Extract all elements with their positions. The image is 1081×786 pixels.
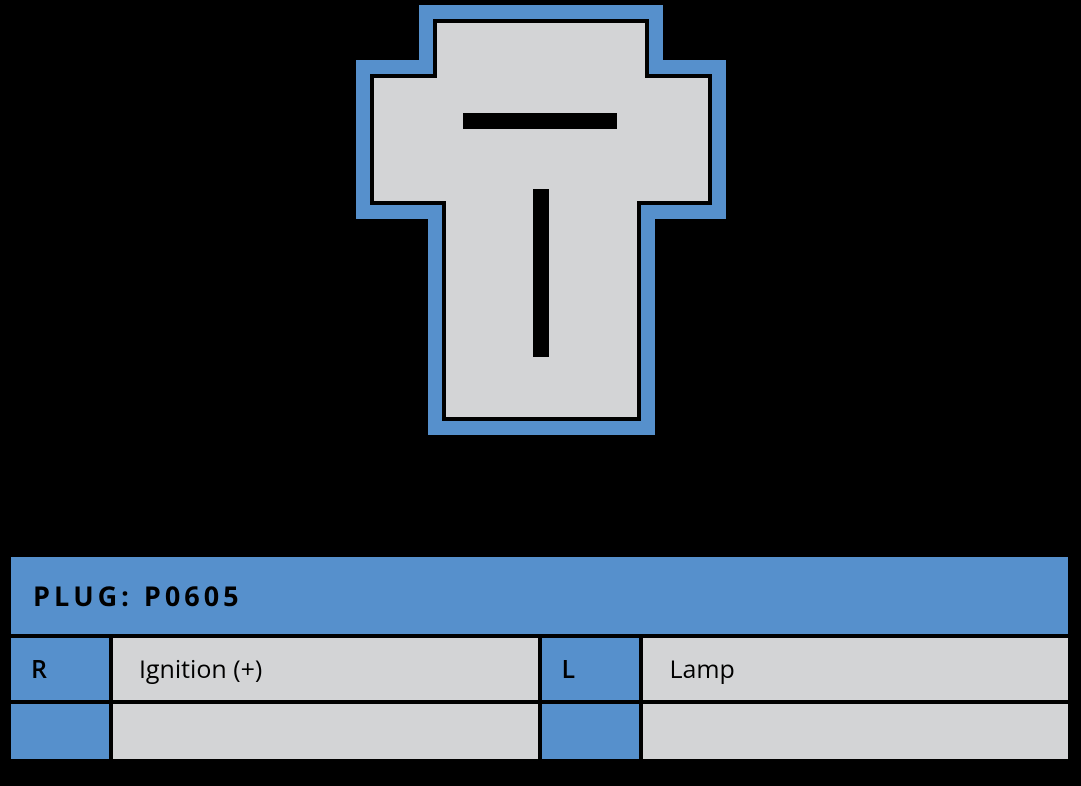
table-row (9, 702, 1070, 761)
pin-key-cell (540, 702, 642, 761)
pin-key-cell (9, 702, 111, 761)
pin-value-cell (641, 702, 1070, 761)
pin-key-cell: L (540, 636, 642, 702)
plug-table: PLUG: P0605 R Ignition (+) L Lamp (9, 555, 1070, 761)
connector-vertical-pin-bar (533, 189, 549, 357)
plug-header: PLUG: P0605 (9, 555, 1070, 636)
connector-diagram (348, 5, 734, 441)
pin-key-cell: R (9, 636, 111, 702)
pin-value-cell: Lamp (641, 636, 1070, 702)
connector-svg (348, 5, 734, 441)
pin-value-cell (111, 702, 540, 761)
connector-horizontal-pin-bar (463, 113, 617, 129)
table-row: R Ignition (+) L Lamp (9, 636, 1070, 702)
pin-value-cell: Ignition (+) (111, 636, 540, 702)
